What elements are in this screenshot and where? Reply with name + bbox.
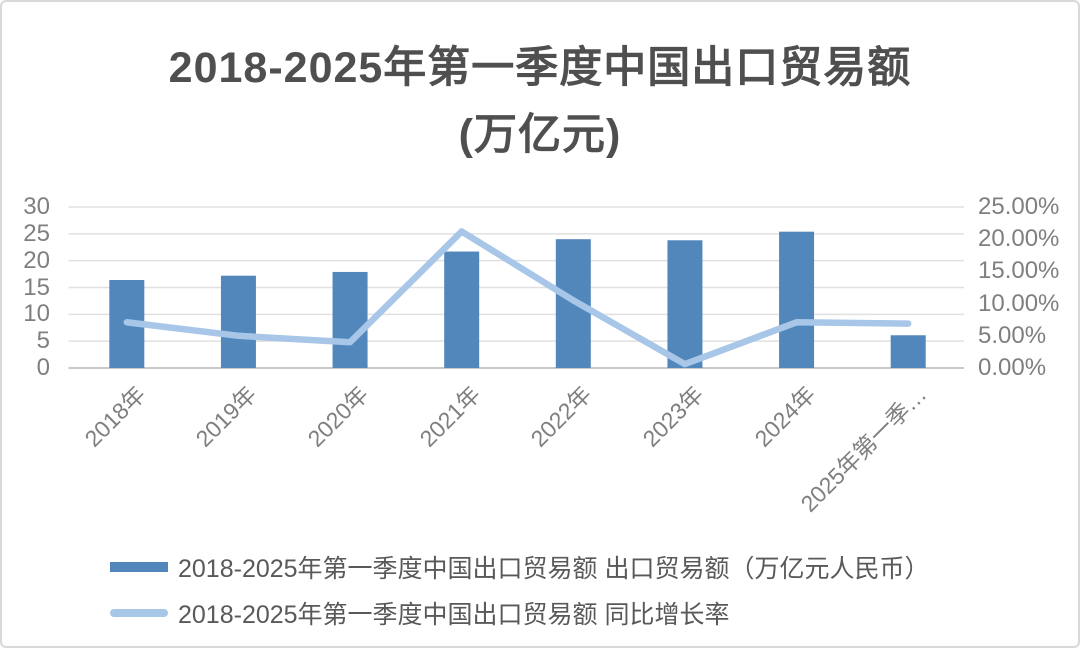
right-axis-tick: 5.00% [978, 321, 1047, 349]
bar-series-swatch [110, 562, 168, 572]
bar-series-label: 2018-2025年第一季度中国出口贸易额 出口贸易额（万亿元人民币） [178, 555, 930, 583]
left-axis-tick: 15 [23, 273, 50, 301]
line-series-label: 2018-2025年第一季度中国出口贸易额 同比增长率 [178, 601, 730, 629]
right-axis-tick: 10.00% [978, 289, 1060, 317]
right-axis-tick: 20.00% [978, 225, 1060, 253]
chart-title: 2018-2025年第一季度中国出口贸易额 (万亿元) [2, 35, 1078, 169]
legend-item-bar-series: 2018-2025年第一季度中国出口贸易额 出口贸易额（万亿元人民币） [110, 551, 930, 583]
chart-title-line2: (万亿元) [458, 111, 622, 159]
bar-2020年 [332, 271, 368, 368]
left-axis-tick: 10 [23, 300, 50, 328]
bar-2025年第一季… [890, 335, 926, 368]
left-axis-tick: 25 [23, 219, 50, 247]
left-axis-tick: 20 [23, 246, 50, 274]
line-series-swatch [110, 609, 168, 617]
chart-title-line1: 2018-2025年第一季度中国出口贸易额 [168, 44, 912, 92]
right-axis-tick: 0.00% [978, 354, 1047, 381]
bar-2024年 [779, 231, 815, 368]
legend-item-line-series: 2018-2025年第一季度中国出口贸易额 同比增长率 [110, 597, 930, 629]
bar-2021年 [444, 251, 480, 368]
left-axis-tick: 5 [36, 327, 50, 355]
right-axis-tick: 25.00% [978, 193, 1060, 220]
bar-2019年 [220, 275, 256, 368]
left-axis-tick: 0 [36, 354, 50, 381]
growth-rate-line [123, 228, 912, 368]
right-axis-tick: 15.00% [978, 257, 1060, 285]
bar-2023年 [667, 240, 703, 368]
legend: 2018-2025年第一季度中国出口贸易额 出口贸易额（万亿元人民币） 2018… [110, 551, 930, 643]
left-axis-tick: 30 [23, 193, 50, 220]
